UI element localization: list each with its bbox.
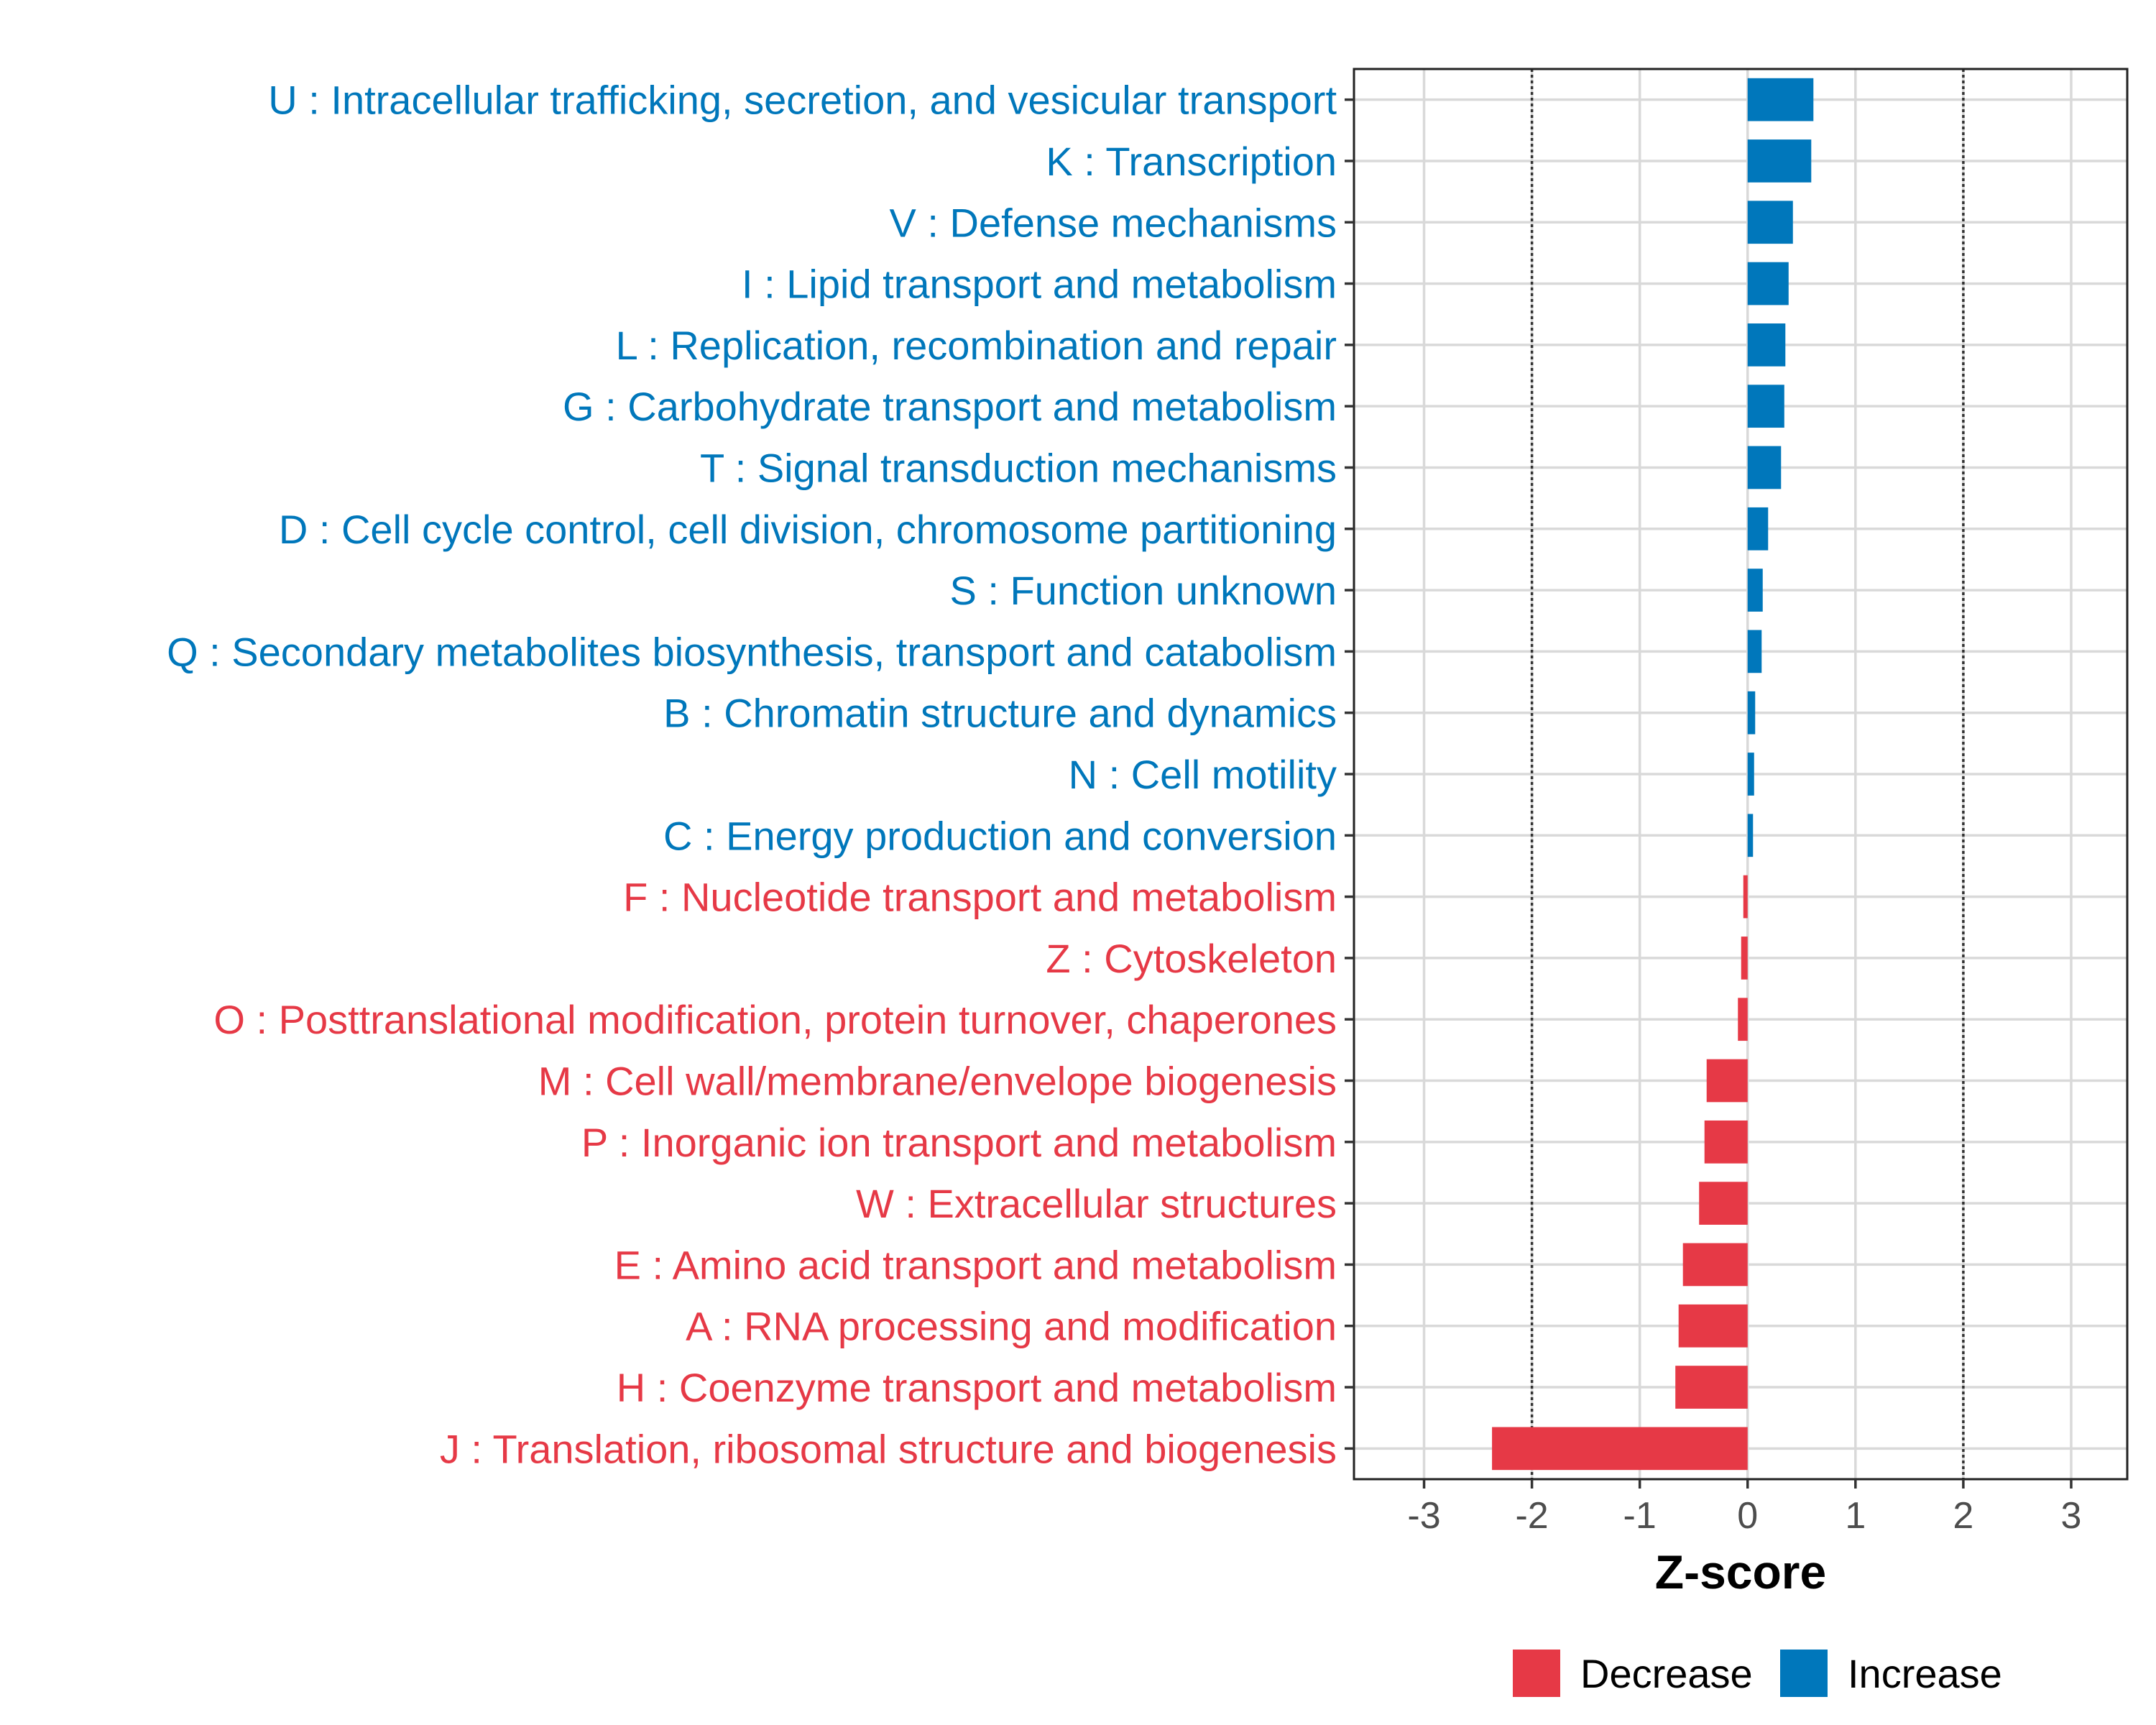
category-label: D : Cell cycle control, cell division, c…	[279, 507, 1337, 552]
category-label: F : Nucleotide transport and metabolism	[623, 875, 1337, 920]
bar-increase	[1747, 814, 1754, 857]
category-label: B : Chromatin structure and dynamics	[663, 691, 1337, 736]
bar-decrease	[1738, 998, 1748, 1041]
x-tick-label: 2	[1953, 1495, 1973, 1537]
category-label: S : Function unknown	[949, 568, 1337, 613]
category-label: O : Posttranslational modification, prot…	[213, 997, 1337, 1042]
bar-increase	[1747, 507, 1769, 551]
x-tick-label: -1	[1623, 1495, 1657, 1537]
category-label: L : Replication, recombination and repai…	[616, 323, 1337, 368]
bar-decrease	[1743, 875, 1748, 919]
bar-increase	[1747, 691, 1756, 735]
legend-swatch-decrease	[1513, 1650, 1560, 1697]
category-label: I : Lipid transport and metabolism	[742, 262, 1337, 307]
bar-increase	[1747, 201, 1793, 244]
category-label: N : Cell motility	[1069, 752, 1337, 797]
bar-decrease	[1678, 1304, 1748, 1348]
category-label: C : Energy production and conversion	[663, 813, 1337, 858]
category-label: E : Amino acid transport and metabolism	[614, 1242, 1337, 1287]
category-label: H : Coenzyme transport and metabolism	[617, 1365, 1337, 1410]
category-label: W : Extracellular structures	[856, 1181, 1337, 1226]
bar-decrease	[1492, 1427, 1748, 1471]
bar-decrease	[1675, 1366, 1748, 1409]
bar-decrease	[1682, 1243, 1748, 1287]
category-label: Z : Cytoskeleton	[1046, 936, 1337, 981]
category-label: Q : Secondary metabolites biosynthesis, …	[167, 629, 1337, 674]
category-label: M : Cell wall/membrane/envelope biogenes…	[538, 1059, 1337, 1104]
bar-increase	[1747, 385, 1784, 428]
bar-increase	[1747, 446, 1782, 489]
bar-increase	[1747, 78, 1814, 121]
category-label: G : Carbohydrate transport and metabolis…	[563, 384, 1337, 429]
bar-decrease	[1706, 1059, 1748, 1103]
bar-increase	[1747, 569, 1763, 612]
category-label: V : Defense mechanisms	[890, 200, 1337, 245]
bar-decrease	[1741, 937, 1748, 980]
category-label: J : Translation, ribosomal structure and…	[440, 1426, 1337, 1471]
bar-increase	[1747, 323, 1786, 367]
bar-decrease	[1699, 1182, 1748, 1225]
legend-label-decrease: Decrease	[1580, 1651, 1753, 1696]
x-tick-label: 0	[1737, 1495, 1758, 1537]
legend-label-increase: Increase	[1848, 1651, 2002, 1696]
bar-increase	[1747, 753, 1754, 796]
x-tick-label: -3	[1407, 1495, 1440, 1537]
bar-decrease	[1704, 1120, 1748, 1164]
bar-increase	[1747, 262, 1789, 305]
x-tick-label: 3	[2061, 1495, 2082, 1537]
legend-swatch-increase	[1780, 1650, 1828, 1697]
category-label: U : Intracellular trafficking, secretion…	[268, 78, 1337, 123]
x-axis-title: Z-score	[1655, 1545, 1826, 1598]
category-label: A : RNA processing and modification	[686, 1304, 1337, 1349]
category-label: K : Transcription	[1046, 139, 1337, 184]
x-tick-label: -2	[1515, 1495, 1548, 1537]
x-tick-label: 1	[1845, 1495, 1866, 1537]
legend: Decrease Increase	[1513, 1650, 2002, 1697]
bar-increase	[1747, 139, 1812, 183]
category-label: T : Signal transduction mechanisms	[700, 445, 1337, 490]
bar-increase	[1747, 630, 1762, 673]
category-label: P : Inorganic ion transport and metaboli…	[581, 1120, 1337, 1165]
